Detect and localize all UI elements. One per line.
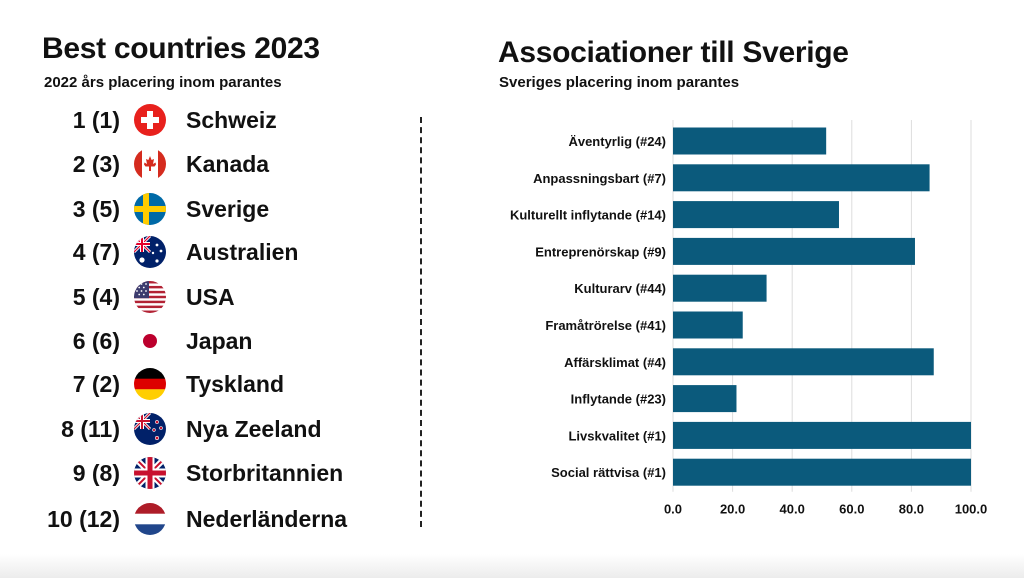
ranking-row: 9 (8) Storbritannien: [0, 455, 420, 491]
ranking-row: 3 (5) Sverige: [0, 191, 420, 227]
uk-flag-icon: [134, 457, 166, 489]
bar: [673, 164, 930, 192]
ranking-row: 4 (7) Australien: [0, 234, 420, 270]
x-tick-label: 80.0: [899, 502, 924, 517]
x-tick-label: 0.0: [664, 502, 682, 517]
rank-number: 1 (1): [72, 107, 120, 133]
associations-bar-chart: 0.0 20.0 40.0 60.0 80.0 100.0 Äventyrlig (#24)…: [510, 120, 988, 517]
category-label: Kulturarv (#44): [574, 281, 666, 296]
rank-number: 2 (3): [72, 151, 120, 177]
category-label: Anpassningsbart (#7): [533, 171, 666, 186]
category-label: Framåtrörelse (#41): [545, 318, 666, 333]
bar: [673, 385, 737, 413]
category-label: Affärsklimat (#4): [564, 355, 666, 370]
x-tick-label: 60.0: [839, 502, 864, 517]
category-label: Social rättvisa (#1): [551, 465, 666, 480]
country-name: USA: [186, 284, 235, 310]
rank-number: 9 (8): [72, 460, 120, 486]
ranking-row: 7 (2) Tyskland: [0, 366, 420, 402]
bottom-shade: [0, 554, 1024, 578]
new-zealand-flag-icon: [134, 413, 166, 445]
rank-number: 6 (6): [72, 328, 120, 354]
rank-number: 4 (7): [72, 239, 120, 265]
canada-flag-icon: [134, 148, 166, 180]
rank-number: 3 (5): [72, 196, 120, 222]
category-label: Entreprenörskap (#9): [535, 244, 666, 259]
ranking-row: 2 (3) Kanada: [0, 146, 420, 182]
country-name: Nederländerna: [186, 506, 348, 532]
country-name: Nya Zeeland: [186, 416, 322, 442]
switzerland-flag-icon: [134, 104, 166, 136]
rank-number: 7 (2): [72, 371, 120, 397]
chart-subtitle: Sveriges placering inom parantes: [499, 74, 740, 91]
country-name: Australien: [186, 239, 299, 265]
bar: [673, 421, 971, 449]
country-name: Kanada: [186, 151, 270, 177]
bar: [673, 348, 934, 376]
ranking-row: 5 (4) USA: [0, 279, 420, 315]
rank-number: 5 (4): [72, 284, 120, 310]
australia-flag-icon: [134, 236, 166, 268]
country-name: Storbritannien: [186, 460, 344, 486]
germany-flag-icon: [134, 368, 166, 400]
category-label: Livskvalitet (#1): [568, 428, 666, 443]
ranking-row: 8 (11) Nya Zeeland: [0, 411, 420, 447]
x-tick-label: 100.0: [955, 502, 988, 517]
bar: [673, 127, 827, 155]
netherlands-flag-icon: [134, 503, 166, 535]
country-name: Schweiz: [186, 107, 277, 133]
rank-number: 10 (12): [47, 506, 120, 532]
ranking-row: 1 (1) Schweiz: [0, 102, 420, 138]
best-countries-panel: Best countries 2023 2022 års placering i…: [0, 0, 420, 578]
best-countries-subtitle: 2022 års placering inom parantes: [44, 74, 282, 91]
x-tick-label: 40.0: [780, 502, 805, 517]
rank-number: 8 (11): [61, 416, 120, 442]
bar: [673, 274, 767, 302]
bar: [673, 201, 839, 229]
usa-flag-icon: [134, 281, 166, 313]
category-label: Kulturellt inflytande (#14): [510, 208, 666, 223]
sweden-flag-icon: [134, 193, 166, 225]
country-name: Japan: [186, 328, 253, 354]
country-name: Tyskland: [186, 371, 284, 397]
ranking-row: 10 (12) Nederländerna: [0, 501, 420, 537]
ranking-row: 6 (6) Japan: [0, 323, 420, 359]
country-name: Sverige: [186, 196, 270, 222]
category-label: Inflytande (#23): [571, 392, 666, 407]
panel-divider: [420, 117, 422, 527]
bar: [673, 237, 915, 265]
chart-title: Associationer till Sverige: [498, 36, 849, 69]
category-label: Äventyrlig (#24): [568, 134, 666, 149]
x-tick-label: 20.0: [720, 502, 745, 517]
bar: [673, 458, 971, 486]
bar: [673, 311, 743, 339]
best-countries-title: Best countries 2023: [42, 32, 320, 65]
japan-flag-icon: [134, 325, 166, 357]
